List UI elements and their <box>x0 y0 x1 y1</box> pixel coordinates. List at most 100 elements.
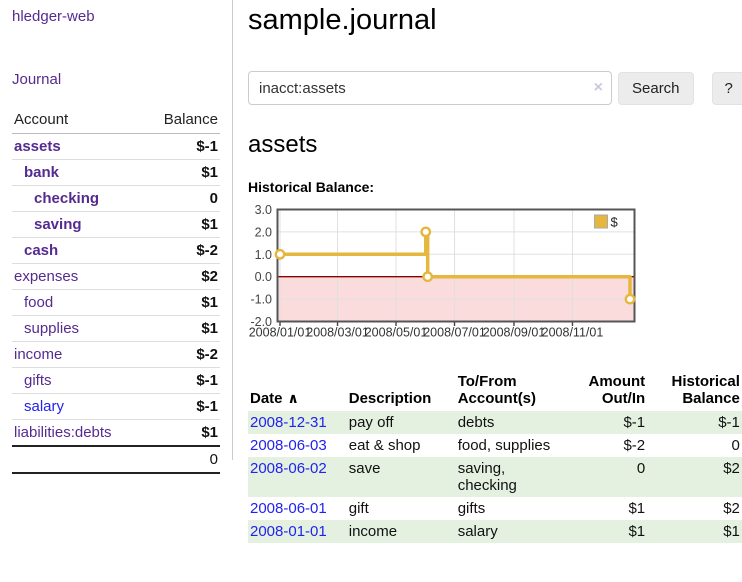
search-form: × Search ? <box>248 71 742 105</box>
account-balance: $-1 <box>144 133 220 160</box>
account-balance: $1 <box>201 424 218 441</box>
transaction-date-link[interactable]: 2008-12-31 <box>250 414 327 431</box>
page-title: sample.journal <box>248 4 437 36</box>
x-tick-label: 2008/01/01 <box>249 326 312 340</box>
transaction-balance: $-1 <box>718 414 740 431</box>
account-balance: $-1 <box>144 393 220 420</box>
x-tick-label: 2008/03/01 <box>306 326 369 340</box>
account-balance: 0 <box>144 185 220 212</box>
account-link[interactable]: income <box>14 346 63 363</box>
account-link[interactable]: salary <box>24 398 65 415</box>
search-input-wrap: × <box>248 71 612 105</box>
chart-title: Historical Balance: <box>248 179 375 195</box>
y-tick-label: 2.0 <box>255 225 272 239</box>
account-row: assets $-1 <box>12 133 220 160</box>
account-row: saving $1 <box>12 211 220 238</box>
account-row: expenses $2 <box>12 263 220 290</box>
help-button[interactable]: ? <box>711 71 742 105</box>
historical-balance-chart: $3.0 2.0 1.0 0.0 -1.0 -2.0 2008/01/01 2008/03/0… <box>242 203 742 359</box>
main-content: sample.journal × Search ? assets Histori… <box>233 0 742 543</box>
y-tick-label: 1.0 <box>255 248 272 262</box>
account-row: bank $1 <box>12 159 220 186</box>
data-point-marker <box>422 271 434 283</box>
account-row: food $1 <box>12 289 220 316</box>
accounts-header-balance: Balance <box>144 108 220 134</box>
data-point-marker <box>420 226 432 238</box>
app-window: hledger-web Journal Account Balance asse… <box>0 0 742 543</box>
transaction-accounts: salary <box>457 523 498 540</box>
search-input[interactable] <box>248 71 612 105</box>
y-tick-label: 3.0 <box>255 203 272 217</box>
account-balance: $2 <box>144 263 220 290</box>
transaction-accounts: gifts <box>457 500 486 517</box>
transaction-date-link[interactable]: 2008-06-01 <box>250 500 327 517</box>
search-button[interactable]: Search <box>618 71 694 105</box>
legend-label: $ <box>611 215 619 230</box>
data-point-marker <box>624 293 636 305</box>
transaction-balance: $1 <box>723 523 740 540</box>
account-link[interactable]: gifts <box>24 372 52 389</box>
account-row: supplies $1 <box>12 315 220 342</box>
register-header-description: Description <box>348 390 432 407</box>
app-brand-link[interactable]: hledger-web <box>12 8 95 25</box>
x-tick-label: 2008/11/01 <box>542 326 604 340</box>
account-link[interactable]: liabilities:debts <box>14 424 112 441</box>
account-link[interactable]: saving <box>34 216 82 233</box>
transaction-row: 2008-06-02 save saving, checking 0 $2 <box>248 457 742 497</box>
account-link[interactable]: bank <box>24 164 60 181</box>
accounts-header-row: Account Balance <box>12 108 220 134</box>
transaction-description: gift <box>348 500 369 517</box>
transaction-date-link[interactable]: 2008-06-03 <box>250 437 327 454</box>
sidebar-nav: Journal <box>12 25 220 88</box>
legend-swatch <box>594 214 608 229</box>
transaction-accounts: saving, checking <box>457 460 517 494</box>
account-balance: $-2 <box>144 237 220 264</box>
sidebar-item-journal[interactable]: Journal <box>12 71 62 88</box>
x-tick-label: 2008/05/01 <box>365 326 428 340</box>
transaction-amount: $1 <box>628 523 646 540</box>
chart-legend: $ <box>594 214 619 230</box>
register-header-amount-out-in: Amount Out/In <box>588 373 646 407</box>
register-header-row: Date ∧ Description To/From Account(s) Amount… <box>248 371 742 411</box>
x-tick-label: 2008/09/01 <box>483 326 546 340</box>
accounts-header-account: Account <box>12 108 145 134</box>
transaction-balance: 0 <box>731 437 740 454</box>
transaction-row: 2008-01-01 income salary $1 $1 <box>248 520 742 543</box>
y-tick-label: -1.0 <box>250 293 272 307</box>
transaction-description: income <box>348 523 398 540</box>
account-row: checking 0 <box>12 185 220 212</box>
account-balance: $-2 <box>144 341 220 368</box>
account-link[interactable]: checking <box>34 190 100 207</box>
account-row: liabilities:debts $1 <box>12 420 220 447</box>
plot-border <box>276 208 636 323</box>
y-tick-label: 0.0 <box>255 270 272 284</box>
transaction-date-link[interactable]: 2008-06-02 <box>250 460 327 477</box>
sort-ascending-icon[interactable]: ∧ <box>287 390 299 406</box>
account-balance: $1 <box>144 315 220 342</box>
register-table: Date ∧ Description To/From Account(s) Amount… <box>248 371 742 543</box>
account-heading: assets <box>248 131 318 158</box>
data-point-marker <box>274 248 286 260</box>
clear-search-icon[interactable]: × <box>593 79 603 96</box>
account-link[interactable]: supplies <box>24 320 80 337</box>
account-balance: $1 <box>144 211 220 238</box>
transaction-row: 2008-06-03 eat & shop food, supplies $-2 0 <box>248 434 742 457</box>
account-link[interactable]: cash <box>24 242 59 259</box>
account-balance: $-1 <box>144 367 220 394</box>
accounts-total-row: 0 <box>12 445 220 474</box>
account-balance: $1 <box>144 289 220 316</box>
accounts-table: Account Balance assets $-1 bank $1 checking 0… <box>12 108 220 474</box>
account-link[interactable]: food <box>24 294 54 311</box>
account-row: salary $-1 <box>12 393 220 420</box>
account-link[interactable]: assets <box>14 138 61 155</box>
transaction-accounts: debts <box>457 414 495 431</box>
register-header-to-from-account-s-: To/From Account(s) <box>457 373 537 407</box>
account-link[interactable]: expenses <box>14 268 79 285</box>
register-header-date[interactable]: Date ∧ <box>250 390 299 407</box>
transaction-accounts: food, supplies <box>457 437 551 454</box>
transaction-date-link[interactable]: 2008-01-01 <box>250 523 327 540</box>
transaction-amount: $-1 <box>623 414 646 431</box>
sidebar: hledger-web Journal Account Balance asse… <box>0 0 233 474</box>
transaction-description: eat & shop <box>348 437 421 454</box>
transaction-row: 2008-06-01 gift gifts $1 $2 <box>248 497 742 520</box>
